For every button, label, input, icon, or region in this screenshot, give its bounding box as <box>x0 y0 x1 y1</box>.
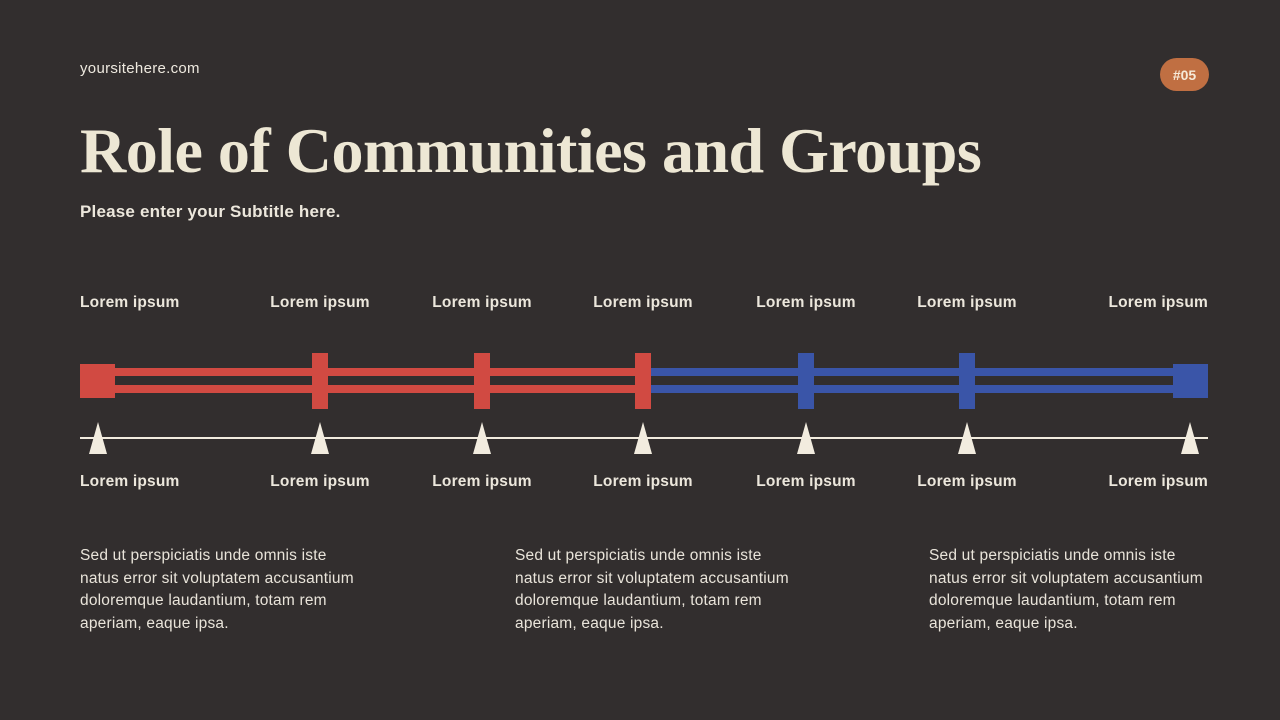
page-subtitle: Please enter your Subtitle here. <box>80 202 341 221</box>
timeline-bottom-label: Lorem ipsum <box>1108 473 1208 490</box>
timeline-track-red-bottom <box>112 385 640 393</box>
timeline-top-label: Lorem ipsum <box>432 294 532 311</box>
timeline-tick-marker <box>635 353 651 409</box>
page-title: Role of Communities and Groups <box>80 115 982 186</box>
arrow-up-icon <box>473 422 491 454</box>
timeline-bottom-label: Lorem ipsum <box>917 473 1017 490</box>
timeline-track-blue-top <box>649 368 1176 376</box>
slide-number-badge: #05 <box>1160 58 1209 91</box>
arrow-up-icon <box>311 422 329 454</box>
timeline-tick-marker <box>959 353 975 409</box>
timeline-start-cap <box>80 364 115 398</box>
timeline-bottom-label: Lorem ipsum <box>270 473 370 490</box>
timeline-tick-marker <box>312 353 328 409</box>
arrow-up-icon <box>634 422 652 454</box>
timeline-end-cap <box>1173 364 1208 398</box>
timeline-bottom-label: Lorem ipsum <box>756 473 856 490</box>
body-paragraph: Sed ut perspiciatis unde omnis iste natu… <box>929 547 1203 632</box>
timeline-tick-marker <box>474 353 490 409</box>
arrow-up-icon <box>89 422 107 454</box>
arrow-up-icon <box>797 422 815 454</box>
arrow-up-icon <box>1181 422 1199 454</box>
arrow-up-icon <box>958 422 976 454</box>
timeline-top-label: Lorem ipsum <box>80 294 180 311</box>
timeline-top-label: Lorem ipsum <box>593 294 693 311</box>
timeline-bottom-label: Lorem ipsum <box>432 473 532 490</box>
timeline-top-label: Lorem ipsum <box>917 294 1017 311</box>
timeline-track-blue-bottom <box>649 385 1176 393</box>
site-url-text: yoursitehere.com <box>80 60 200 77</box>
timeline-track-red-top <box>112 368 640 376</box>
timeline-top-label: Lorem ipsum <box>756 294 856 311</box>
timeline-bottom-label: Lorem ipsum <box>80 473 180 490</box>
timeline-bottom-label: Lorem ipsum <box>593 473 693 490</box>
body-paragraph: Sed ut perspiciatis unde omnis iste natu… <box>80 547 354 632</box>
timeline-top-label: Lorem ipsum <box>270 294 370 311</box>
timeline-top-label: Lorem ipsum <box>1108 294 1208 311</box>
timeline-tick-marker <box>798 353 814 409</box>
body-paragraph: Sed ut perspiciatis unde omnis iste natu… <box>515 547 789 632</box>
